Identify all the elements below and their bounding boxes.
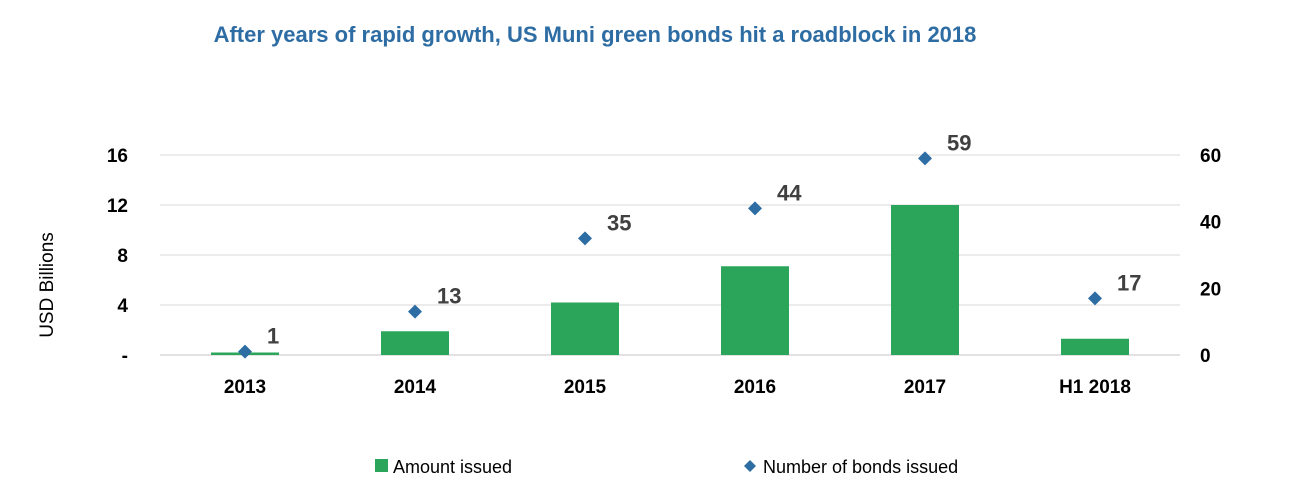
marker-point	[1088, 291, 1102, 306]
data-label: 1	[267, 324, 279, 349]
x-tick-label: 2013	[224, 377, 266, 398]
x-tick-label: 2014	[394, 377, 437, 398]
bar	[381, 331, 449, 355]
y-axis-label: USD Billions	[37, 232, 58, 338]
legend-label-bonds: Number of bonds issued	[763, 457, 958, 477]
y-tick-label: 8	[117, 246, 128, 267]
marker-point	[238, 344, 252, 359]
marker-point	[748, 201, 762, 216]
marker-point	[408, 304, 422, 319]
x-tick-label: 2016	[734, 377, 776, 398]
data-label: 13	[437, 284, 461, 309]
legend-swatch-bonds	[744, 460, 756, 472]
bar	[891, 205, 959, 355]
x-tick-label: 2015	[564, 377, 607, 398]
legend-label-amount: Amount issued	[393, 457, 512, 477]
bar	[551, 302, 619, 355]
marker-point	[918, 151, 932, 166]
y-tick-label: 16	[107, 146, 128, 167]
legend: Amount issued Number of bonds issued	[375, 457, 958, 477]
chart-title: After years of rapid growth, US Muni gre…	[213, 22, 977, 47]
marker-point	[578, 231, 592, 246]
y2-tick-label: 40	[1200, 213, 1221, 234]
legend-swatch-amount	[375, 459, 388, 472]
x-tick-label: H1 2018	[1059, 377, 1131, 398]
gridlines	[160, 154, 1180, 356]
data-label: 35	[607, 210, 631, 235]
y-tick-label: 12	[107, 196, 128, 217]
bar-series	[211, 205, 1129, 355]
y2-tick-label: 60	[1200, 146, 1221, 167]
data-label: 59	[947, 130, 971, 155]
marker-series: 1 13 35 44 59 17	[238, 130, 1141, 359]
bar	[721, 266, 789, 355]
y2-tick-label: 0	[1200, 346, 1211, 367]
data-label: 17	[1117, 270, 1141, 295]
y-tick-label: -	[122, 346, 128, 367]
data-label: 44	[777, 180, 802, 205]
bar	[1061, 338, 1129, 355]
y-tick-label: 4	[117, 296, 128, 317]
axes: - 4 8 12 16 0 20 40 60 USD Billions 2013 2014 2015 20…	[37, 146, 1221, 398]
x-tick-label: 2017	[904, 377, 946, 398]
y2-tick-label: 20	[1200, 279, 1221, 300]
